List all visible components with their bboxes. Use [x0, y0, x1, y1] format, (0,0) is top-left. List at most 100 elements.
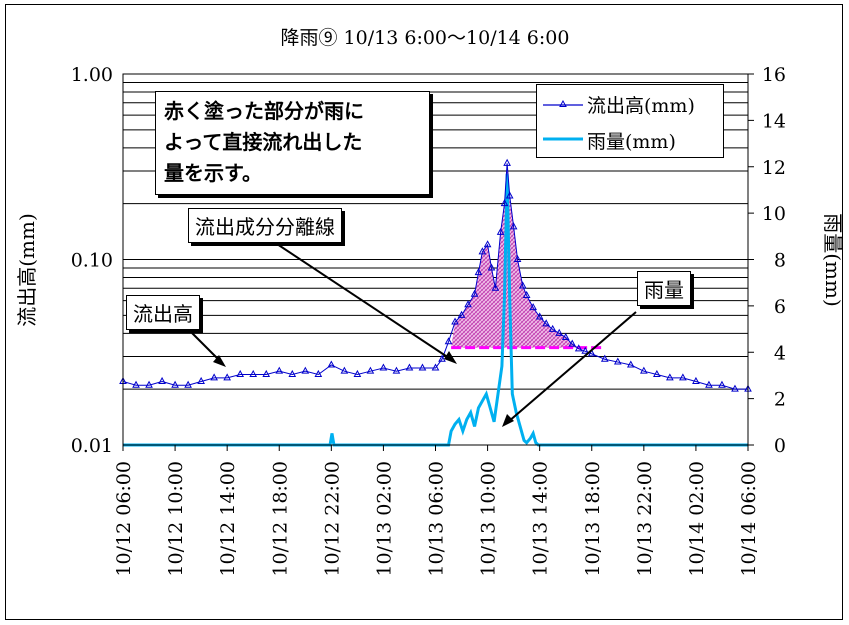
x-tick-label: 10/13 22:00	[634, 461, 656, 577]
y-left-tick-label: 0.01	[71, 435, 113, 457]
runoff-point	[171, 380, 179, 388]
y-left-tick-label: 1.00	[71, 64, 113, 86]
rainfall-label: 雨量	[637, 271, 691, 306]
runoff-point	[548, 324, 557, 332]
runoff-point	[464, 300, 472, 308]
legend-marker-runoff	[559, 99, 567, 107]
runoff-point	[529, 303, 537, 311]
runoff-point	[639, 366, 648, 374]
runoff-point	[568, 339, 577, 347]
x-tick-label: 10/12 22:00	[321, 461, 343, 577]
runoff-point	[366, 366, 375, 374]
runoff-point	[555, 328, 564, 336]
x-tick-label: 10/13 14:00	[530, 461, 552, 577]
note-line: 赤く塗った部分が雨に	[164, 99, 364, 123]
runoff-point	[210, 373, 218, 381]
runoff-point	[223, 373, 232, 381]
runoff-point	[692, 376, 700, 384]
runoff-point	[613, 357, 622, 365]
runoff-point	[275, 366, 284, 374]
runoff-point	[679, 373, 687, 381]
runoff-point	[327, 360, 336, 368]
runoff-point	[487, 263, 496, 271]
runoff-point	[431, 363, 440, 371]
runoff-point	[262, 369, 271, 377]
legend: 流出高(mm) 雨量(mm)	[536, 84, 724, 158]
runoff-point	[132, 380, 140, 388]
direct-runoff-fill	[451, 163, 603, 348]
runoff-point	[470, 289, 479, 297]
runoff-point	[457, 310, 466, 318]
x-ticks: 10/12 06:00 10/12 10:00 10/12 14:00 10/12 1…	[113, 445, 760, 577]
x-tick-label: 10/12 10:00	[165, 461, 187, 577]
runoff-point	[509, 222, 518, 230]
y-right-ticks: 16 14 12 10 8 6 4 2 0	[748, 64, 786, 457]
x-tick-label: 10/12 18:00	[269, 461, 291, 577]
runoff-point	[474, 268, 483, 276]
runoff-point	[405, 363, 414, 371]
y-right-tick-label: 0	[774, 435, 786, 457]
direct-runoff-area	[451, 163, 603, 348]
y-right-tick-label: 4	[774, 342, 786, 364]
runoff-point	[288, 369, 297, 377]
y-left-axis-label: 流出高(mm)	[15, 213, 39, 327]
runoff-point	[626, 360, 635, 368]
rainfall-line	[123, 173, 748, 447]
chart-title: 降雨⑨ 10/13 6:00～10/14 6:00	[281, 27, 570, 49]
runoff-point	[478, 247, 487, 255]
runoff-point	[491, 283, 500, 291]
runoff-point	[581, 346, 590, 354]
runoff-point	[379, 363, 388, 371]
runoff-point	[158, 376, 166, 384]
x-tick-label: 10/12 14:00	[217, 461, 239, 577]
runoff-point	[314, 369, 323, 377]
runoff-point	[392, 366, 401, 374]
runoff-point	[561, 332, 570, 340]
runoff-point	[145, 380, 153, 388]
runoff-point	[705, 380, 713, 388]
explanation-note: 赤く塗った部分が雨に よって直接流れ出した 量を示す。	[155, 91, 430, 195]
runoff-point	[542, 319, 551, 327]
runoff-point	[451, 317, 459, 325]
runoff-point	[353, 369, 362, 377]
runoff-point	[340, 366, 349, 374]
runoff-point	[600, 354, 609, 362]
runoff-point	[184, 380, 192, 388]
runoff-point	[535, 312, 544, 320]
runoff-point	[249, 369, 258, 377]
runoff-point	[718, 380, 726, 388]
runoff-point	[236, 369, 245, 377]
y-right-tick-label: 8	[774, 250, 786, 272]
runoff-point	[587, 349, 596, 357]
x-tick-label: 10/13 02:00	[373, 461, 395, 577]
runoff-point	[731, 384, 739, 392]
x-tick-label: 10/14 06:00	[738, 461, 760, 577]
note-line: 量を示す。	[164, 161, 262, 185]
note-line: よって直接流れ出した	[164, 130, 363, 154]
legend-entry-rainfall: 雨量(mm)	[587, 131, 676, 153]
annotation-arrows	[191, 237, 637, 427]
runoff-point	[666, 373, 674, 381]
y-right-tick-label: 12	[762, 157, 786, 179]
runoff-point	[418, 363, 427, 371]
x-tick-label: 10/12 06:00	[113, 461, 135, 577]
runoff-point	[574, 344, 583, 352]
y-right-tick-label: 16	[762, 64, 786, 86]
runoff-point	[503, 158, 511, 166]
runoff-point	[522, 290, 531, 298]
runoff-point	[505, 191, 514, 199]
runoff-point	[301, 366, 310, 374]
runoff-point	[444, 337, 453, 345]
legend-entry-runoff: 流出高(mm)	[587, 95, 695, 117]
runoff-point	[513, 254, 522, 262]
runoff-point	[483, 240, 492, 248]
legend-swatches	[543, 99, 583, 141]
runoff-point	[496, 227, 505, 235]
runoff-series	[119, 158, 752, 392]
y-left-tick-label: 0.10	[71, 250, 113, 272]
rainfall-series	[123, 173, 748, 447]
runoff-label: 流出高	[126, 295, 200, 330]
runoff-point	[197, 376, 205, 384]
separation-line-label: 流出成分分離線	[188, 208, 342, 243]
y-right-tick-label: 2	[774, 389, 786, 411]
